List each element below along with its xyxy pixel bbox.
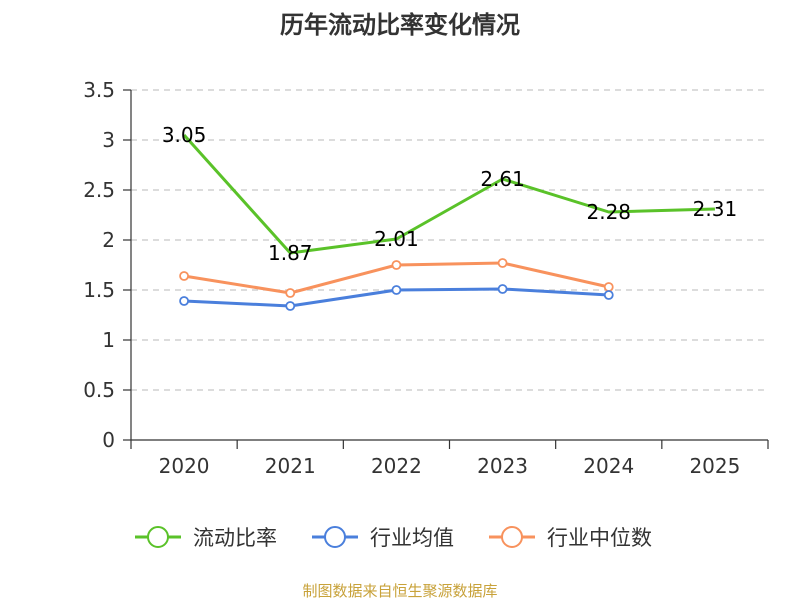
legend-label: 行业中位数 (547, 526, 652, 550)
data-point (391, 260, 402, 270)
data-point (391, 285, 402, 295)
legend-item[interactable]: 行业中位数 (489, 526, 652, 550)
y-tick-label: 2 (102, 228, 115, 252)
x-tick-label: 2023 (477, 454, 528, 478)
data-point (497, 258, 508, 268)
data-point (285, 301, 296, 311)
data-point (497, 284, 508, 294)
x-tick-label: 2025 (689, 454, 740, 478)
series-group (179, 133, 715, 311)
chart-title: 历年流动比率变化情况 (280, 11, 520, 39)
data-point (603, 282, 614, 292)
legend-marker (147, 526, 169, 548)
legend-item[interactable]: 行业均值 (312, 526, 454, 550)
data-labels: 3.05 1.87 2.01 2.61 2.28 2.31 (162, 123, 737, 265)
x-tick-label: 2022 (371, 454, 422, 478)
y-tick-label: 3.5 (83, 78, 115, 102)
axes: 0 0.5 1 1.5 2 2.5 3 3.5 2020 2021 2022 2023 2024 2025 (83, 78, 769, 478)
legend-marker (501, 526, 523, 548)
legend-marker (324, 526, 346, 548)
legend[interactable]: 流动比率 行业均值 行业中位数 (135, 526, 652, 550)
x-tick-label: 2020 (159, 454, 210, 478)
data-label: 3.05 (162, 123, 207, 147)
x-tick-label: 2021 (265, 454, 316, 478)
data-label: 2.28 (586, 200, 631, 224)
data-label: 1.87 (268, 241, 313, 265)
data-point (179, 271, 189, 281)
y-tick-label: 0.5 (83, 378, 115, 402)
y-tick-label: 2.5 (83, 178, 115, 202)
legend-label: 流动比率 (193, 526, 277, 550)
data-point (179, 296, 189, 306)
data-label: 2.61 (480, 167, 525, 191)
y-tick-label: 3 (102, 128, 115, 152)
data-point (285, 288, 296, 298)
y-tick-label: 1.5 (83, 278, 115, 302)
y-tick-label: 1 (102, 328, 115, 352)
data-label: 2.31 (693, 197, 738, 221)
source-note: 制图数据来自恒生聚源数据库 (302, 582, 497, 600)
data-point (603, 290, 614, 300)
x-tick-label: 2024 (583, 454, 634, 478)
data-label: 2.01 (374, 227, 419, 251)
legend-label: 行业均值 (370, 526, 454, 550)
legend-item[interactable]: 流动比率 (135, 526, 277, 550)
y-tick-label: 0 (102, 428, 115, 452)
series-line-0 (182, 133, 715, 255)
grid-lines (131, 89, 768, 391)
